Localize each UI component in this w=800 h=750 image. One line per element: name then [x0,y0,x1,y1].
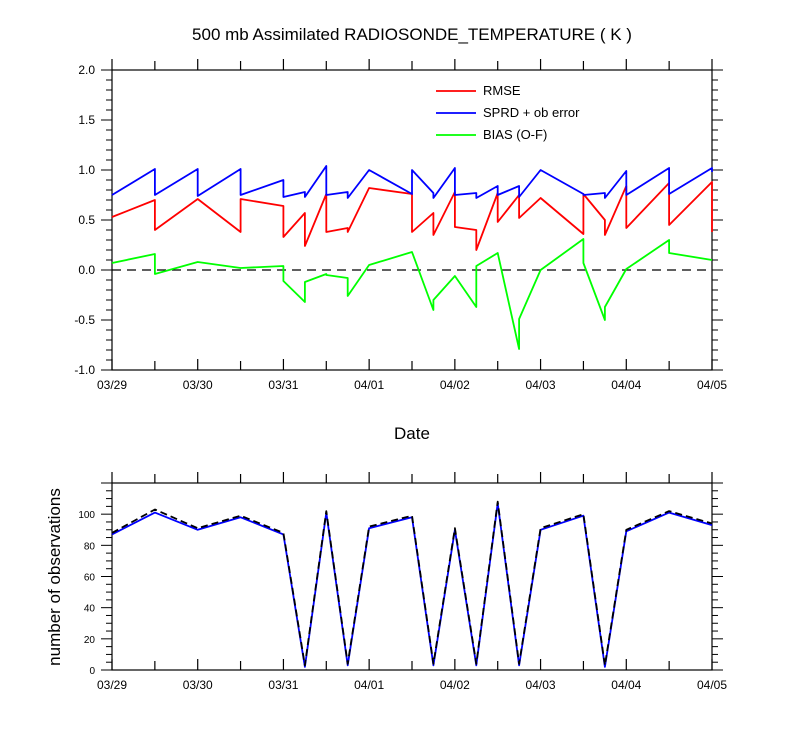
top-y-tick-label: 1.0 [78,163,95,177]
bottom-y-tick-label: 0 [89,666,95,677]
bottom-x-tick-label: 03/30 [183,678,213,692]
bottom-y-tick-label: 20 [84,635,96,646]
bottom-x-tick-label: 04/05 [697,678,727,692]
legend-label: SPRD + ob error [483,105,580,120]
top-y-tick-label: -1.0 [74,363,95,377]
bottom-x-tick-label: 03/31 [268,678,298,692]
top-x-tick-label: 04/03 [526,378,556,392]
top-x-tick-label: 04/02 [440,378,470,392]
bottom-x-tick-label: 04/03 [526,678,556,692]
bottom-series-dashed-1-line [111,500,713,667]
top-y-tick-label: 0.5 [78,213,95,227]
chart-title: 500 mb Assimilated RADIOSONDE_TEMPERATUR… [192,25,632,44]
bottom-frame [111,482,713,671]
y-axis-label-bottom: number of observations [45,488,64,666]
bottom-y-tick-label: 40 [84,604,96,615]
top-series-sprd-ob-error-line [111,165,713,199]
top-x-tick-label: 03/29 [97,378,127,392]
bottom-plot: 03/29 03/30 03/31 04/01 04/02 04/03 04/04 04/05… [78,472,727,692]
bottom-x-tick-label: 04/02 [440,678,470,692]
legend-label: BIAS (O-F) [483,127,547,142]
x-axis-label: Date [394,424,430,443]
top-y-tick-label: 0.0 [78,263,95,277]
top-plot: 03/29 03/30 03/31 04/01 04/02 04/03 04/04 04/05… [74,59,727,392]
top-x-tick-label: 04/01 [354,378,384,392]
top-x-tick-label: 03/31 [268,378,298,392]
bottom-y-tick-label: 80 [84,541,96,552]
top-series-bias-o-f-line [111,238,713,350]
top-y-tick-label: 2.0 [78,63,95,77]
top-y-tick-label: -0.5 [74,313,95,327]
bottom-x-tick-label: 03/29 [97,678,127,692]
top-series-rmse-line [111,181,713,251]
bottom-x-tick-label: 04/04 [611,678,641,692]
top-x-tick-label: 03/30 [183,378,213,392]
top-x-tick-label: 04/05 [697,378,727,392]
bottom-y-tick-label: 100 [78,510,95,521]
legend-label: RMSE [483,83,521,98]
top-x-tick-label: 04/04 [611,378,641,392]
bottom-x-tick-label: 04/01 [354,678,384,692]
top-y-tick-label: 1.5 [78,113,95,127]
bottom-y-tick-label: 60 [84,573,96,584]
